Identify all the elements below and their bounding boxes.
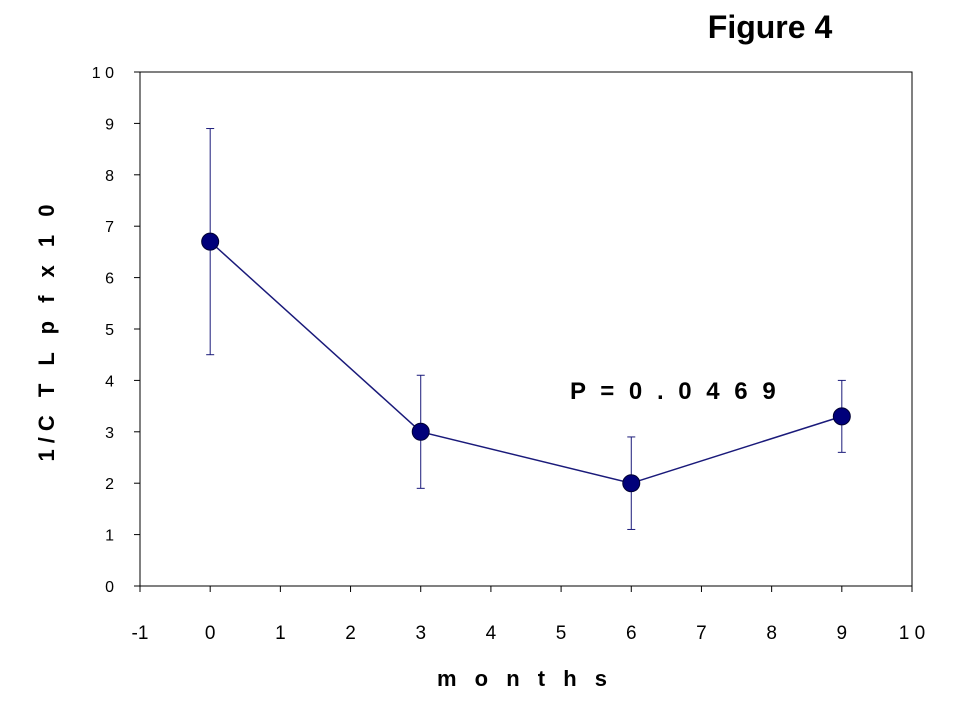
y-tick-label: 1 <box>105 528 114 545</box>
series-line <box>209 241 843 484</box>
x-tick-label: 0 <box>205 623 216 644</box>
y-tick-label: 5 <box>105 322 114 339</box>
x-tick-label: 9 <box>837 623 848 644</box>
x-tick-label: 3 <box>415 623 426 644</box>
y-tick-label: 7 <box>105 219 114 236</box>
x-tick-label: -1 <box>132 623 149 644</box>
data-point <box>622 474 641 493</box>
x-axis-label: m o n t h s <box>437 666 613 691</box>
x-tick-label: 4 <box>486 623 497 644</box>
p-value-annotation: P = 0 . 0 4 6 9 <box>570 378 780 405</box>
data-point <box>832 407 851 426</box>
y-axis: 0 1 2 3 4 5 6 7 8 9 1 0 <box>92 65 140 596</box>
x-tick-label: 8 <box>766 623 777 644</box>
chart-title: Figure 4 <box>708 9 833 45</box>
x-axis: -1 0 1 2 3 4 5 6 7 8 9 1 0 <box>132 586 925 644</box>
data-point <box>201 232 220 251</box>
data-points <box>201 232 851 493</box>
error-bars <box>206 128 846 530</box>
y-axis-label: 1/C T L p f x 1 0 <box>34 199 59 462</box>
y-tick-label: 2 <box>105 476 114 493</box>
x-tick-label: 7 <box>696 623 707 644</box>
y-tick-label: 0 <box>105 579 114 596</box>
data-point <box>411 422 430 441</box>
y-tick-label: 8 <box>105 168 114 185</box>
x-tick-label: 5 <box>556 623 567 644</box>
series-line-group <box>209 241 843 484</box>
x-tick-label: 6 <box>626 623 637 644</box>
x-tick-label: 1 <box>275 623 286 644</box>
x-tick-label: 1 0 <box>899 623 925 644</box>
y-tick-label: 6 <box>105 271 114 288</box>
y-tick-label: 9 <box>105 116 114 133</box>
x-tick-label: 2 <box>345 623 356 644</box>
plot-area-frame <box>139 71 913 587</box>
y-tick-label: 3 <box>105 425 114 442</box>
y-tick-label: 1 0 <box>92 65 114 82</box>
y-tick-label: 4 <box>105 373 114 390</box>
